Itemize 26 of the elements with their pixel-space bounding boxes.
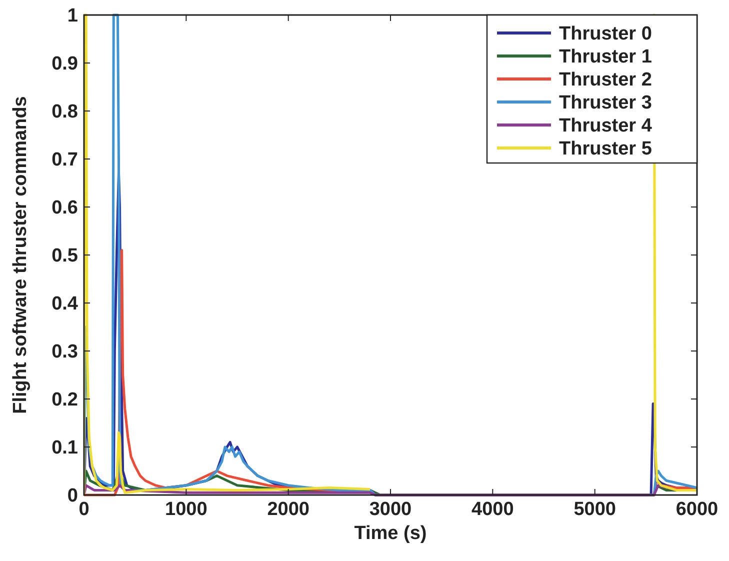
legend-label: Thruster 0 [559,24,652,45]
line-series [84,14,697,496]
y-tick-label: 0.2 [52,390,78,411]
y-tick-label: 0.8 [52,102,78,123]
y-tick-label: 0.7 [52,150,78,171]
x-tick-label: 3000 [369,499,412,520]
y-tick-label: 0.1 [52,438,78,459]
y-tick-label: 0.5 [52,246,78,267]
x-tick-label: 5000 [574,499,616,520]
x-tick-label: 1000 [165,499,208,520]
y-tick-label: 0.9 [52,54,78,75]
x-tick-label: 6000 [676,499,718,520]
legend-label: Thruster 2 [559,70,652,91]
x-tick-label: 4000 [472,499,514,520]
x-axis-title: Time (s) [354,523,427,544]
y-tick-label: 0.3 [52,342,78,363]
legend-label: Thruster 4 [559,116,652,137]
y-tick-label: 1 [67,6,78,27]
y-axis-title: Flight software thruster commands [10,96,31,414]
y-tick-label: 0 [67,486,78,507]
x-tick-label: 2000 [267,499,310,520]
legend-label: Thruster 1 [559,46,652,68]
y-tick-label: 0.6 [52,198,78,219]
legend-label: Thruster 3 [559,92,652,114]
legend-label: Thruster 5 [559,138,652,160]
y-tick-label: 0.4 [52,294,78,315]
